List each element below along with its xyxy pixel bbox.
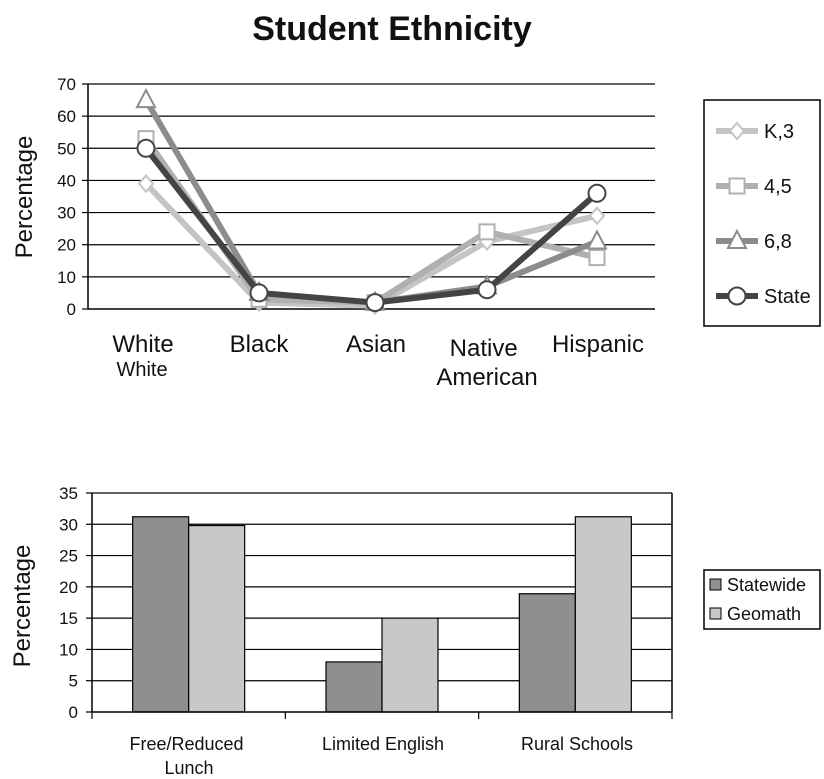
data-point-state-white bbox=[136, 138, 156, 158]
legend-label-state: State bbox=[764, 286, 811, 308]
legend-swatch-statewide bbox=[709, 578, 722, 591]
x-tick-label-free-reduced-lunch: Free/Reduced Lunch bbox=[129, 734, 248, 778]
legend-label-6-8: 6,8 bbox=[764, 231, 792, 253]
y-tick-label: 0 bbox=[69, 703, 78, 722]
y-tick-label: 30 bbox=[59, 515, 78, 534]
bar-chart-legend-box bbox=[703, 569, 821, 630]
bar-chart-legend: Statewide Geomath bbox=[703, 569, 821, 630]
x-tick-label-limited-english: Limited English bbox=[322, 734, 444, 754]
series-line-6-8 bbox=[143, 98, 599, 306]
series-4-5 bbox=[137, 130, 606, 312]
line-chart-series bbox=[135, 87, 608, 316]
legend-item-geomath: Geomath bbox=[709, 604, 801, 624]
legend-label-4-5: 4,5 bbox=[764, 176, 792, 198]
series-state bbox=[136, 138, 607, 313]
bar-chart-y-axis-label: Percentage bbox=[9, 545, 36, 668]
line-chart-legend: K,3 4,5 6,8 State bbox=[703, 99, 821, 327]
x-tick-label-free-reduced-lunch-line1: Free/Reduced bbox=[129, 734, 243, 754]
y-tick-label: 35 bbox=[59, 484, 78, 503]
data-point-4-5-hispanic bbox=[588, 249, 606, 267]
bar-geomath-limited-english bbox=[381, 617, 439, 713]
data-point-state-native-american bbox=[477, 280, 497, 300]
legend-marker-k-3 bbox=[728, 121, 746, 141]
legend-item-4-5: 4,5 bbox=[716, 176, 792, 198]
data-point-6-8-hispanic bbox=[586, 229, 608, 250]
y-tick-label: 15 bbox=[59, 609, 78, 628]
data-point-k-3-white bbox=[137, 174, 155, 194]
line-chart: 0 10 20 30 40 50 60 70 Percentage White White B… bbox=[11, 75, 821, 391]
y-tick-label: 60 bbox=[57, 107, 76, 126]
y-tick-label: 50 bbox=[57, 139, 76, 158]
y-tick-label: 10 bbox=[57, 268, 76, 287]
y-tick-label: 30 bbox=[57, 204, 76, 223]
line-chart-y-tick-labels: 0 10 20 30 40 50 60 70 bbox=[57, 75, 76, 319]
line-chart-category-labels: White White Black Asian Native American … bbox=[112, 331, 644, 391]
line-chart-gridlines bbox=[82, 83, 655, 310]
bar-geomath-rural-schools bbox=[574, 516, 632, 713]
legend-marker-state bbox=[727, 286, 747, 306]
y-tick-label: 40 bbox=[57, 171, 76, 190]
data-point-4-5-native-american bbox=[478, 223, 496, 241]
data-point-6-8-white bbox=[135, 87, 157, 109]
legend-swatch-geomath bbox=[709, 607, 722, 620]
y-tick-label: 70 bbox=[57, 75, 76, 94]
data-point-state-hispanic bbox=[587, 183, 607, 203]
bar-chart: 0 5 10 15 20 25 30 35 Percentage Free/Reduced L… bbox=[9, 484, 821, 778]
y-tick-label: 20 bbox=[57, 236, 76, 255]
x-tick-label-asian: Asian bbox=[346, 331, 406, 358]
y-tick-label: 20 bbox=[59, 578, 78, 597]
legend-item-k-3: K,3 bbox=[716, 121, 794, 143]
data-point-state-asian bbox=[365, 293, 385, 313]
x-tick-label-white-repeat: White bbox=[116, 359, 167, 381]
bar-statewide-free-reduced-lunch bbox=[132, 516, 190, 713]
y-tick-label: 25 bbox=[59, 547, 78, 566]
legend-item-state: State bbox=[716, 286, 811, 308]
legend-item-6-8: 6,8 bbox=[716, 228, 792, 253]
x-tick-label-black: Black bbox=[230, 331, 290, 358]
bar-chart-category-labels: Free/Reduced Lunch Limited English Rural… bbox=[129, 734, 633, 778]
y-tick-label: 10 bbox=[59, 640, 78, 659]
bar-geomath-free-reduced-lunch bbox=[188, 524, 246, 713]
x-tick-label-native-american-line1: Native bbox=[450, 335, 518, 362]
data-point-state-black bbox=[249, 283, 269, 303]
legend-label-statewide: Statewide bbox=[727, 575, 806, 595]
x-tick-label-hispanic: Hispanic bbox=[552, 331, 644, 358]
bar-chart-x-ticks bbox=[91, 712, 673, 719]
series-line-state bbox=[143, 146, 599, 306]
chart-title: Student Ethnicity bbox=[252, 10, 532, 48]
x-tick-label-native-american-line2: American bbox=[436, 364, 537, 391]
legend-label-geomath: Geomath bbox=[727, 604, 801, 624]
line-chart-legend-box bbox=[703, 99, 821, 327]
y-tick-label: 0 bbox=[67, 300, 76, 319]
legend-item-statewide: Statewide bbox=[709, 575, 806, 595]
y-tick-label: 5 bbox=[69, 672, 78, 691]
line-chart-y-axis-label: Percentage bbox=[11, 136, 38, 259]
legend-label-k-3: K,3 bbox=[764, 121, 794, 143]
x-tick-label-rural-schools: Rural Schools bbox=[521, 734, 633, 754]
x-tick-label-native-american: Native American bbox=[436, 335, 537, 391]
legend-marker-4-5 bbox=[728, 177, 746, 195]
x-tick-label-free-reduced-lunch-line2: Lunch bbox=[164, 758, 213, 778]
x-tick-label-white: White bbox=[112, 331, 173, 358]
legend-marker-6-8 bbox=[726, 228, 748, 249]
bar-chart-y-tick-labels: 0 5 10 15 20 25 30 35 bbox=[59, 484, 78, 722]
data-point-k-3-hispanic bbox=[588, 206, 606, 226]
bar-chart-bars bbox=[132, 516, 632, 713]
bar-statewide-rural-schools bbox=[518, 593, 576, 713]
bar-statewide-limited-english bbox=[325, 661, 383, 713]
